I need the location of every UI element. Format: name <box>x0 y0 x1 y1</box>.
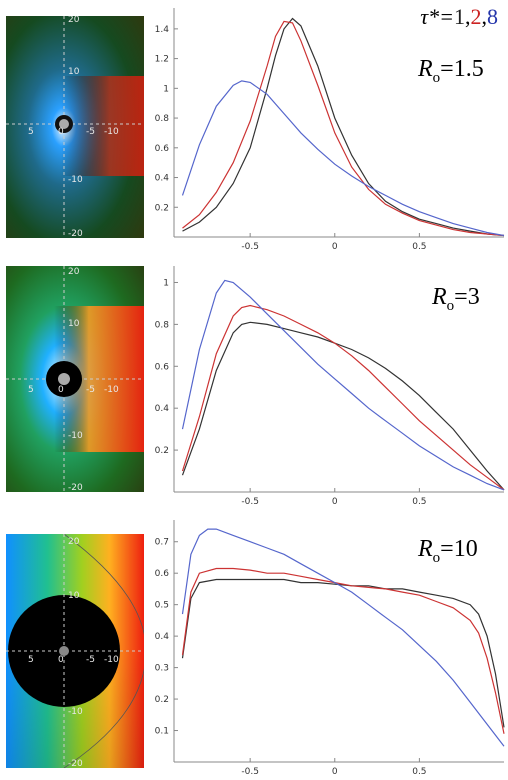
panel-1: 20 10 5 0 -5 -10 -10 -20 0.2 0.4 0.6 0.8 1 1.… <box>0 0 508 255</box>
line-chart-2: 0.2 0.4 0.6 0.8 1 -0.5 0 0.5 <box>155 266 505 507</box>
field-map-thumbnail-1: 20 10 5 0 -5 -10 -10 -20 <box>6 16 144 238</box>
thumb2-label-pos20: 20 <box>68 267 80 277</box>
thumb1-label-5: 5 <box>28 127 34 137</box>
tau-symbol: τ*= <box>420 4 454 29</box>
thumb1-label-pos20: 20 <box>68 16 80 25</box>
line-chart-3: 0.1 0.2 0.3 0.4 0.5 0.6 0.7 -0.5 0 0.5 <box>155 520 505 777</box>
thumb2-label-neg5: -5 <box>86 385 95 395</box>
legend-sep-1: , <box>465 4 471 29</box>
plot-area-3: 0.1 0.2 0.3 0.4 0.5 0.6 0.7 -0.5 0 0.5 <box>140 512 508 780</box>
x-tick-label: 0 <box>332 767 338 777</box>
tau-value-1: 1 <box>454 4 465 29</box>
thumb1-label-neg10-y: -10 <box>68 175 83 185</box>
thumb2-label-neg20: -20 <box>68 483 83 492</box>
thumb2-label-neg10-y: -10 <box>68 431 83 441</box>
series-tau2-line <box>182 20 505 237</box>
tau-value-8: 8 <box>487 4 498 29</box>
field-map-thumbnail-3: 20 10 5 0 -5 -10 -10 -20 <box>6 534 144 768</box>
ro-sub-2: o <box>446 297 455 314</box>
x-tick-label: -0.5 <box>241 242 259 252</box>
thumb2-label-pos10: 10 <box>68 319 80 329</box>
plot-area-1: 0.2 0.4 0.6 0.8 1 1.2 1.4 -0.5 0 0.5 <box>140 0 508 255</box>
thumb3-label-pos20: 20 <box>68 537 80 547</box>
y-tick-label: 0.4 <box>155 174 170 184</box>
thumb3-label-0: 0 <box>58 655 64 665</box>
series-tau2-line <box>181 304 505 491</box>
field-map-image-2: 20 10 5 0 -5 -10 -10 -20 <box>6 266 144 492</box>
thumb2-label-neg10: -10 <box>104 385 119 395</box>
field-map-image-3: 20 10 5 0 -5 -10 -10 -20 <box>6 534 144 768</box>
thumb1-label-0: 0 <box>58 127 64 137</box>
y-tick-label: 0.6 <box>155 362 170 372</box>
panel-3: 20 10 5 0 -5 -10 -10 -20 0.1 0.2 0.3 0.4 0.5… <box>0 512 508 780</box>
y-tick-label: 0.6 <box>155 144 170 154</box>
panel-label-2: Ro=3 <box>432 284 480 315</box>
series-tau8-line <box>181 279 505 491</box>
thumb3-label-neg10: -10 <box>104 655 119 665</box>
tau-legend: τ*=1,2,8 <box>420 4 498 30</box>
thumb1-label-pos10: 10 <box>68 67 80 77</box>
y-tick-label: 0.4 <box>155 404 170 414</box>
x-tick-label: -0.5 <box>241 767 259 777</box>
ro-sub-3: o <box>432 549 441 566</box>
field-map-image-1: 20 10 5 0 -5 -10 -10 -20 <box>6 16 144 238</box>
thumb1-label-neg10: -10 <box>104 127 119 137</box>
x-tick-label: 0 <box>332 242 338 252</box>
thumb3-label-5: 5 <box>28 655 34 665</box>
thumb1-label-neg20: -20 <box>68 229 83 238</box>
y-tick-label: 0.5 <box>155 601 169 611</box>
y-tick-label: 1 <box>163 278 169 288</box>
legend-sep-2: , <box>481 4 488 29</box>
y-tick-label: 1.2 <box>155 55 169 65</box>
x-tick-label: 0.5 <box>412 497 426 507</box>
y-tick-label: 0.2 <box>155 695 169 705</box>
thumb3-label-neg5: -5 <box>86 655 95 665</box>
y-tick-label: 0.6 <box>155 569 170 579</box>
y-tick-label: 0.8 <box>155 114 170 124</box>
thumb2-label-5: 5 <box>28 385 34 395</box>
y-tick-label: 1 <box>163 84 169 94</box>
ro-value-3: =10 <box>440 536 478 562</box>
ro-prefix-1: R <box>418 56 433 82</box>
ro-prefix-2: R <box>432 284 447 310</box>
series-tau1-line <box>181 578 505 728</box>
y-tick-label: 0.4 <box>155 632 170 642</box>
series-tau1-line <box>182 17 505 237</box>
series-tau1-line <box>181 321 505 491</box>
ro-sub-1: o <box>432 69 441 86</box>
series-tau2-line <box>181 567 505 734</box>
series-tau8-line <box>181 528 505 747</box>
y-tick-label: 0.3 <box>155 664 169 674</box>
panel-2: 20 10 5 0 -5 -10 -10 -20 0.2 0.4 0.6 0.8 1 -0… <box>0 258 508 510</box>
series-tau8-line <box>181 80 505 237</box>
thumb3-label-pos10: 10 <box>68 591 80 601</box>
y-tick-label: 1.4 <box>155 25 170 35</box>
thumb2-label-0: 0 <box>58 385 64 395</box>
panel-label-1: Ro=1.5 <box>418 56 484 87</box>
x-tick-label: -0.5 <box>241 497 259 507</box>
ro-prefix-3: R <box>418 536 433 562</box>
y-tick-label: 0.7 <box>155 538 169 548</box>
ro-value-1: =1.5 <box>440 56 484 82</box>
line-chart-1: 0.2 0.4 0.6 0.8 1 1.2 1.4 -0.5 0 0.5 <box>155 8 505 252</box>
y-tick-label: 0.2 <box>155 446 169 456</box>
field-map-thumbnail-2: 20 10 5 0 -5 -10 -10 -20 <box>6 266 144 492</box>
tau-value-2: 2 <box>470 4 482 29</box>
x-tick-label: 0.5 <box>412 242 426 252</box>
y-tick-label: 0.2 <box>155 203 169 213</box>
ro-value-2: =3 <box>454 284 480 310</box>
thumb3-label-neg20: -20 <box>68 759 83 768</box>
y-tick-label: 0.1 <box>155 727 169 737</box>
thumb1-label-neg5: -5 <box>86 127 95 137</box>
panel-label-3: Ro=10 <box>418 536 478 567</box>
y-tick-label: 0.8 <box>155 320 170 330</box>
plot-area-2: 0.2 0.4 0.6 0.8 1 -0.5 0 0.5 <box>140 258 508 510</box>
thumb3-label-neg10-y: -10 <box>68 707 83 717</box>
x-tick-label: 0 <box>332 497 338 507</box>
x-tick-label: 0.5 <box>412 767 426 777</box>
